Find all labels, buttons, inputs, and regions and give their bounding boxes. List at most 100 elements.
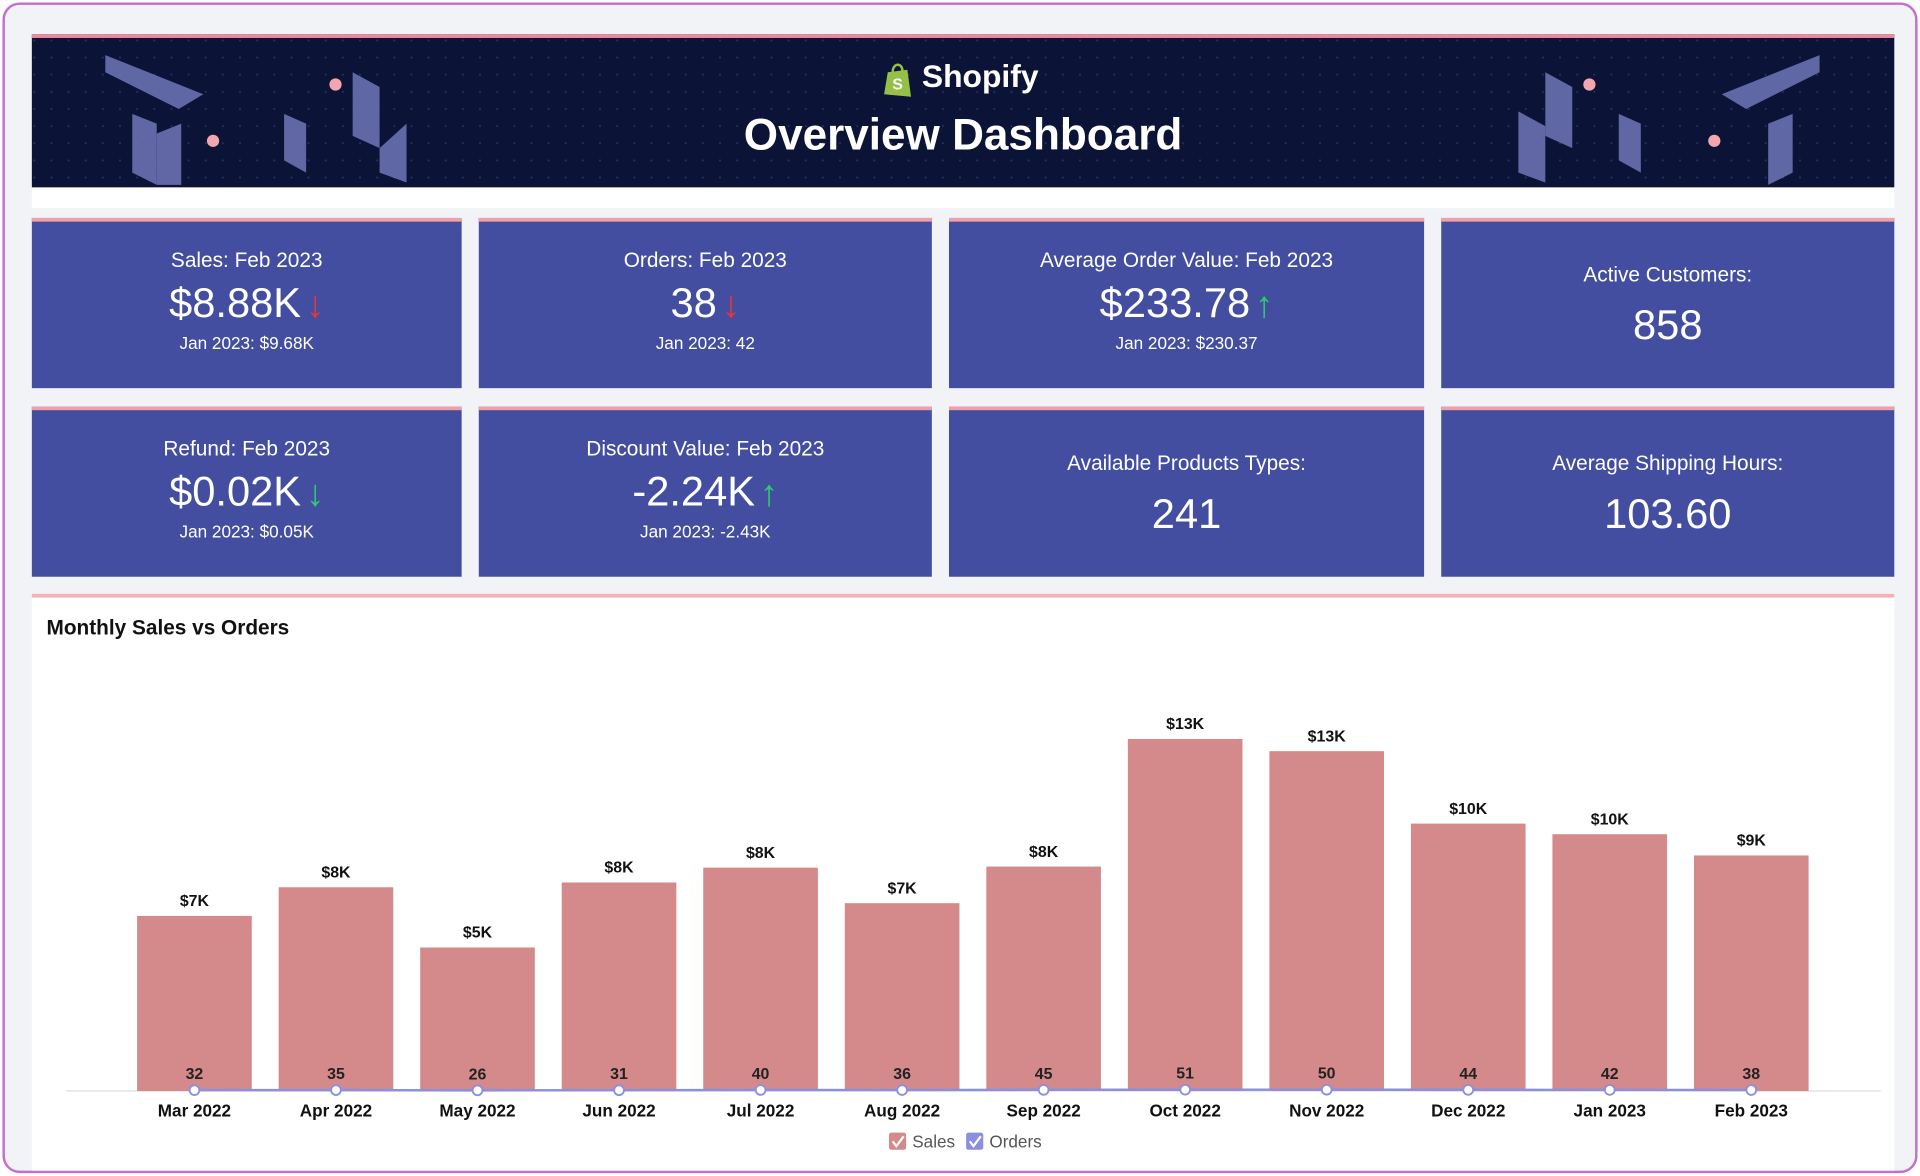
bar [986,866,1101,1092]
dashboard-title: Overview Dashboard [743,108,1183,160]
bar-value-label: $8K [746,845,776,862]
orders-value-label: 31 [610,1066,628,1083]
chart: Monthly Sales vs Orders $7K Mar 2022 $8K Ap… [47,616,1881,1151]
kpi-arrow: ↓ [305,473,325,515]
kpi-value: 103.60 [1604,491,1732,538]
orders-value-label: 38 [1742,1066,1760,1083]
orders-value-label: 45 [1035,1066,1053,1083]
bar-value-label: $5K [463,925,493,942]
x-tick-label: Aug 2022 [864,1101,940,1121]
bar [1269,751,1385,1092]
x-tick-label: Oct 2022 [1149,1101,1220,1121]
legend-label: Orders [989,1131,1041,1151]
kpi-title: Active Customers: [1583,263,1753,287]
legend-check [968,1135,982,1148]
banner: S Shopify Overview Dashboard [31,34,1895,188]
x-tick-label: Apr 2022 [300,1101,372,1121]
bar-value-label: $8K [1029,844,1059,861]
orders-point [330,1084,342,1096]
banner-decor: S [31,37,1895,188]
kpi-card: Orders: Feb 2023 38 ↓ Jan 2023: 42 [478,217,932,389]
orders-point [754,1084,767,1096]
kpi-title: Sales: Feb 2023 [170,248,323,272]
kpi-arrow: ↓ [305,285,325,326]
bar-value-label: $8K [604,860,634,877]
svg-text:S: S [892,76,903,93]
orders-value-label: 40 [752,1066,770,1083]
kpi-card: Average Shipping Hours: 103.60 [1441,406,1895,577]
orders-value-label: 35 [327,1066,345,1083]
kpi-value-row: -2.24K ↑ [479,469,932,517]
kpi-value: $0.02K [169,468,302,516]
kpi-arrow: ↑ [1255,285,1274,326]
kpi-value-row: 241 [949,491,1424,539]
kpi-value-row: $8.88K ↓ [32,280,462,328]
kpi-value: 38 [670,280,717,327]
header: S Shopify Overview Dashboard [31,34,1895,209]
bar [1552,834,1668,1092]
brand: Shopify [921,57,1039,95]
orders-point [1462,1084,1475,1096]
x-tick-label: Feb 2023 [1715,1101,1788,1121]
orders-point [471,1084,484,1097]
kpi-value: -2.24K [632,468,756,516]
orders-line [194,1088,1752,1092]
x-tick-label: May 2022 [439,1101,515,1121]
kpi-value: 241 [1151,491,1222,538]
bar [1693,855,1809,1092]
orders-value-label: 32 [186,1066,204,1083]
x-tick-label: Mar 2022 [158,1101,231,1121]
bar-value-label: $13K [1308,728,1347,745]
kpi-value-row: 858 [1441,302,1894,350]
kpi-card: Sales: Feb 2023 $8.88K ↓ Jan 2023: $9.68K [31,217,462,389]
kpi-value: 858 [1633,302,1703,349]
orders-point [1320,1083,1333,1096]
kpi-compare: Jan 2023: $230.37 [1115,333,1258,353]
bar-value-label: $13K [1166,716,1205,733]
kpi-card: Average Order Value: Feb 2023 $233.78 ↑ Jan… [948,217,1425,389]
orders-value-label: 44 [1459,1066,1477,1083]
bar-value-label: $8K [321,864,351,881]
orders-point [896,1084,908,1096]
orders-value-label: 36 [893,1066,911,1083]
shopify-logo: S [884,63,912,97]
kpi-value-row: $0.02K ↓ [32,469,462,517]
kpi-compare: Jan 2023: $0.05K [179,521,314,542]
orders-point [188,1084,201,1096]
x-tick-label: Sep 2022 [1006,1101,1080,1121]
kpi-arrow: ↑ [759,473,779,515]
kpi-value: $8.88K [169,280,302,327]
x-tick-label: Jul 2022 [727,1101,795,1121]
legend-swatch [966,1132,984,1150]
kpi-title: Discount Value: Feb 2023 [586,437,825,461]
orders-value-label: 42 [1601,1066,1619,1083]
kpi-value-row: $233.78 ↑ [949,280,1424,328]
orders-value-label: 50 [1318,1066,1336,1083]
x-tick-label: Nov 2022 [1289,1101,1364,1121]
kpi-compare: Jan 2023: 42 [655,333,755,353]
legend-swatch [888,1132,907,1150]
orders-value-label: 51 [1176,1066,1194,1083]
kpi-card: Available Products Types: 241 [948,406,1425,577]
kpi-card: Refund: Feb 2023 $0.02K ↓ Jan 2023: $0.05K [31,406,462,577]
x-tick-label: Jan 2023 [1574,1101,1646,1121]
kpi-title: Average Shipping Hours: [1552,451,1784,476]
legend-label: Sales [912,1131,955,1151]
kpi-value-row: 103.60 [1441,491,1894,539]
kpi-card: Active Customers: 858 [1441,217,1895,389]
kpi-title: Orders: Feb 2023 [623,248,787,272]
x-tick-label: Dec 2022 [1431,1101,1505,1121]
kpi-card: Discount Value: Feb 2023 -2.24K ↑ Jan 2023:… [478,406,932,577]
bar [1410,823,1526,1092]
bar-value-label: $10K [1591,811,1630,828]
bar-value-label: $7K [180,893,210,910]
bar-value-label: $7K [888,880,918,897]
chart-title: Monthly Sales vs Orders [47,616,290,639]
kpi-compare: Jan 2023: -2.43K [640,521,771,542]
kpi-title: Available Products Types: [1067,451,1306,476]
orders-point [1603,1084,1616,1096]
orders-point [1179,1083,1191,1096]
